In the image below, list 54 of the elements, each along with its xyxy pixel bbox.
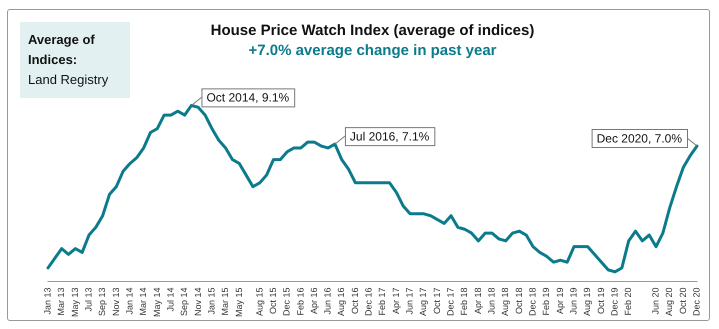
chart-title: House Price Watch Index (average of indices) [210, 22, 534, 40]
x-tick-label: Oct 18 [514, 287, 524, 314]
x-tick-label: Dec 15 [282, 287, 292, 316]
x-tick-label: Oct 17 [432, 287, 442, 314]
x-tick-label: Aug 18 [500, 287, 510, 316]
x-tick-label: Feb 18 [459, 287, 470, 316]
x-tick-label: Apr 18 [472, 287, 483, 314]
x-tick-label: Jun 18 [486, 287, 497, 315]
x-tick-label: Dec 16 [364, 287, 374, 316]
x-tick-label: Dec 19 [610, 287, 620, 316]
x-tick-label: Jun 17 [404, 287, 415, 315]
data-label: Jul 2016, 7.1% [350, 129, 430, 144]
x-tick-label: Aug 15 [254, 287, 264, 316]
x-tick-label: Feb 20 [623, 287, 634, 316]
x-tick-label: Oct 19 [596, 287, 606, 314]
x-tick-label: Feb 17 [377, 287, 388, 316]
x-tick-label: Mar 13 [56, 287, 66, 316]
chart-subtitle: +7.0% average change in past year [248, 42, 497, 60]
x-tick-label: Jan 15 [206, 287, 216, 315]
x-tick-label: Dec 20 [691, 287, 702, 316]
x-tick-label: May 14 [152, 287, 162, 317]
x-tick-label: Aug 16 [336, 287, 346, 316]
x-tick-label: Jul 14 [165, 287, 176, 312]
x-tick-label: Jun 16 [322, 287, 333, 315]
x-tick-label: Jun 20 [650, 287, 660, 315]
x-tick-label: May 15 [234, 287, 244, 317]
x-tick-label: Jun 19 [568, 287, 579, 315]
x-tick-label: Apr 16 [308, 287, 319, 314]
text: Average of Indices: [28, 31, 96, 69]
x-tick-label: Mar 15 [220, 287, 230, 316]
x-tick-label: May 13 [70, 287, 80, 317]
text: Land Registry [28, 71, 110, 89]
x-tick-label: Jul 13 [83, 287, 94, 312]
x-tick-label: Oct 16 [350, 287, 360, 314]
x-tick-label: Sep 13 [97, 287, 108, 316]
x-tick-label: Oct 15 [268, 287, 278, 314]
data-label: Dec 2020, 7.0% [596, 131, 682, 146]
x-tick-label: Dec 17 [446, 287, 456, 316]
x-tick-label: Feb 16 [295, 287, 306, 316]
x-tick-label: Oct 20 [678, 287, 688, 314]
x-tick-label: Nov 14 [192, 287, 203, 316]
x-tick-label: Feb 19 [541, 287, 552, 316]
x-tick-label: Aug 17 [418, 287, 428, 316]
data-label: Oct 2014, 9.1% [206, 90, 290, 105]
x-tick-label: Apr 19 [554, 287, 565, 314]
x-tick-label: Apr 17 [390, 287, 401, 314]
x-tick-label: Jan 14 [124, 287, 134, 315]
x-tick-label: Sep 14 [179, 287, 190, 316]
x-tick-label: Aug 20 [664, 287, 674, 316]
x-tick-label: Nov 13 [110, 287, 121, 316]
x-tick-label: Aug 19 [582, 287, 592, 316]
x-tick-label: Mar 14 [138, 287, 148, 316]
x-tick-label: Dec 18 [528, 287, 538, 316]
x-tick-label: Jan 13 [42, 287, 52, 315]
